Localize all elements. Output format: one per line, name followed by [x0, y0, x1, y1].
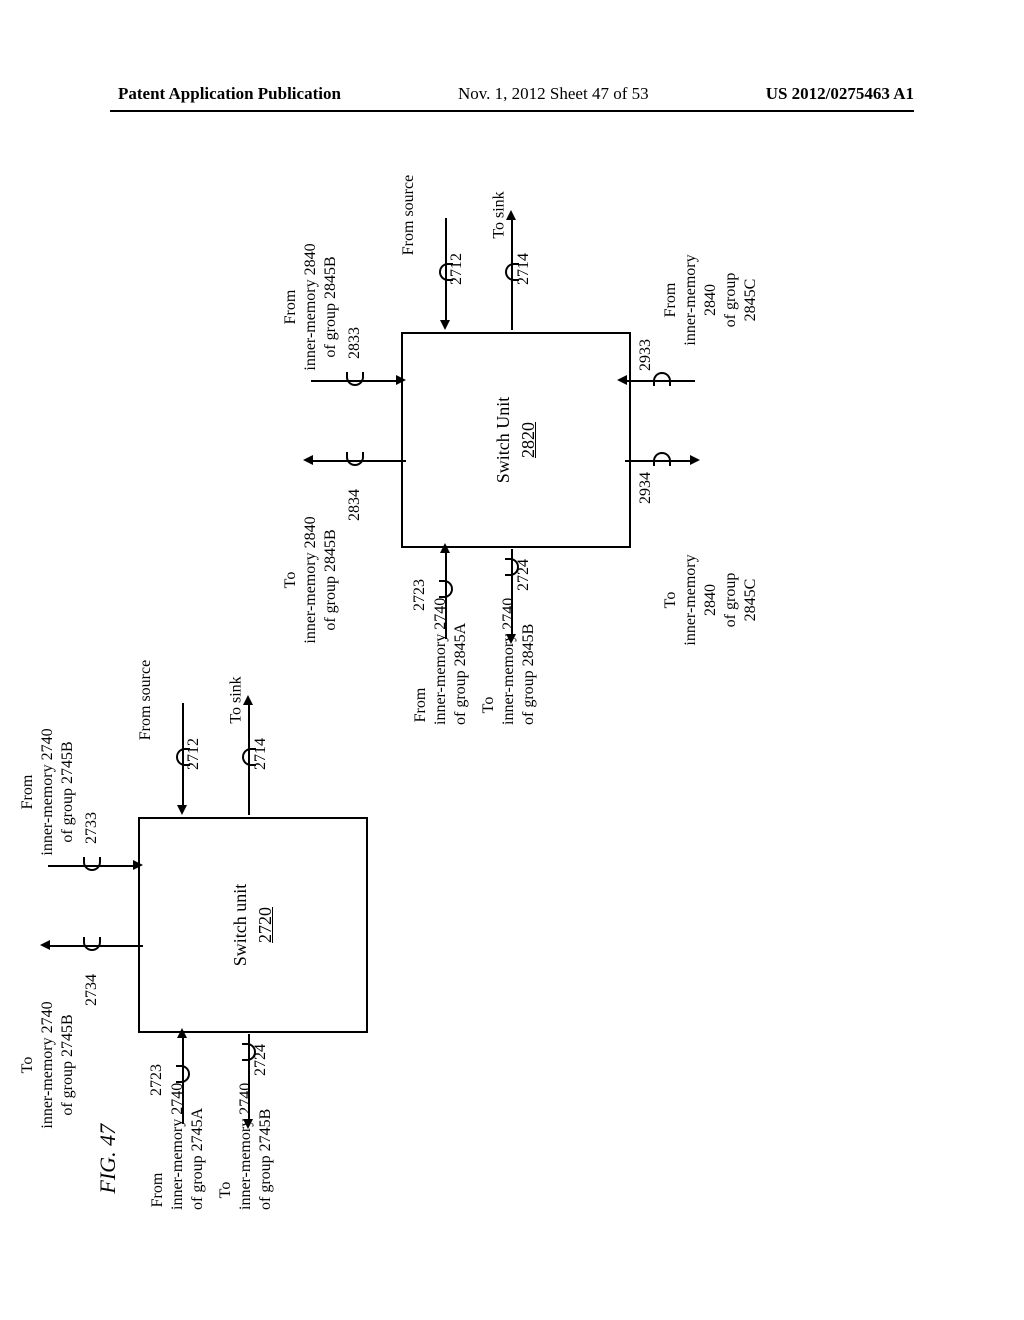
label-left-lower-left: To inner-memory 2740 of group 2745B [18, 995, 78, 1135]
hook-2723r [439, 580, 453, 598]
arrow-2712-head [177, 805, 187, 815]
arrow-2723-head [177, 1028, 187, 1038]
label-2834: 2834 [345, 489, 365, 521]
hook-2833 [346, 372, 364, 386]
label-from-source-left: From source [136, 660, 156, 740]
figure-label: FIG. 47 [94, 1124, 122, 1194]
label-bottom-from-left: From inner-memory 2740 of group 2745A [148, 1170, 208, 1210]
arrow-2734-head [40, 940, 50, 950]
label-bottom-to-left: To inner-memory 2740 of group 2745B [216, 1170, 276, 1210]
label-2933: 2933 [636, 339, 656, 371]
label-2833: 2833 [345, 327, 365, 359]
switch-unit-2820-title: Switch Unit [493, 397, 514, 484]
switch-unit-2720-title: Switch unit [230, 884, 251, 967]
label-2934: 2934 [636, 472, 656, 504]
arrow-2834-head [303, 455, 313, 465]
switch-unit-2720-num: 2720 [255, 907, 276, 943]
label-2714-right: 2714 [514, 253, 534, 285]
label-2714-left: 2714 [251, 738, 271, 770]
label-from-source-right: From source [399, 175, 419, 255]
header-right: US 2012/0275463 A1 [766, 84, 914, 104]
hook-2934 [653, 452, 671, 466]
header-left: Patent Application Publication [118, 84, 341, 104]
label-2712-right: 2712 [447, 253, 467, 285]
label-right-lower-right: To inner-memory 2840 of group 2845C [661, 550, 761, 650]
hook-2733 [83, 857, 101, 871]
label-2724-right: 2724 [514, 559, 534, 591]
label-2723-right: 2723 [410, 579, 430, 611]
label-left-upper-right: From inner-memory 2840 of group 2845B [281, 237, 341, 377]
switch-unit-2720: Switch unit 2720 [138, 817, 368, 1033]
arrow-2733-head [133, 860, 143, 870]
header-mid: Nov. 1, 2012 Sheet 47 of 53 [458, 84, 649, 104]
label-left-upper-left: From inner-memory 2740 of group 2745B [18, 722, 78, 862]
label-to-sink-right: To sink [490, 191, 510, 238]
switch-unit-2820-num: 2820 [518, 422, 539, 458]
label-right-upper-right: From inner-memory 2840 of group 2845C [661, 250, 761, 350]
arrow-2712r-head [440, 320, 450, 330]
arrow-2833-head [396, 375, 406, 385]
arrow-2934-head [690, 455, 700, 465]
figure-47-diagram: Switch unit 2720 From source 2712 To sin… [98, 150, 628, 1190]
label-2723-left: 2723 [147, 1064, 167, 1096]
label-2734: 2734 [82, 974, 102, 1006]
page-header: Patent Application Publication Nov. 1, 2… [0, 84, 1024, 104]
arrow-2933-head [617, 375, 627, 385]
label-2733: 2733 [82, 812, 102, 844]
switch-unit-2820: Switch Unit 2820 [401, 332, 631, 548]
label-2724-left: 2724 [251, 1044, 271, 1076]
hook-2734 [83, 937, 101, 951]
hook-2723 [176, 1065, 190, 1083]
arrow-2723r-head [440, 543, 450, 553]
label-bottom-from-right: From inner-memory 2740 of group 2845A [411, 685, 471, 725]
switch-unit-2720-box: Switch unit 2720 [138, 817, 368, 1033]
switch-unit-2820-box: Switch Unit 2820 [401, 332, 631, 548]
hook-2933 [653, 372, 671, 386]
label-2712-left: 2712 [184, 738, 204, 770]
label-to-sink-left: To sink [227, 676, 247, 723]
label-bottom-to-right: To inner-memory 2740 of group 2845B [479, 685, 539, 725]
label-left-lower-right: To inner-memory 2840 of group 2845B [281, 510, 341, 650]
hook-2834 [346, 452, 364, 466]
header-rule [110, 110, 914, 112]
